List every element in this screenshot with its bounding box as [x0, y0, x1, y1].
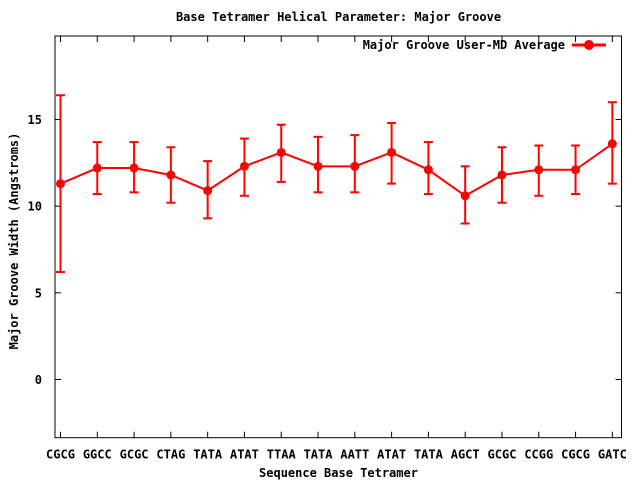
chart-title: Base Tetramer Helical Parameter: Major G… [175, 10, 502, 24]
y-tick-label: 15 [28, 113, 42, 127]
legend-point-sample [584, 40, 594, 50]
data-point [534, 165, 544, 175]
y-tick-label: 0 [35, 373, 42, 387]
data-point [497, 170, 507, 180]
data-point [166, 170, 176, 180]
x-tick-label: CCGG [524, 448, 553, 462]
x-axis-title: Sequence Base Tetramer [259, 466, 418, 480]
x-tick-label: TATA [414, 448, 444, 462]
x-tick-label: AGCT [451, 448, 480, 462]
x-tick-label: CGCG [561, 448, 590, 462]
x-tick-label: AATT [340, 448, 369, 462]
x-tick-label: GCGC [488, 448, 517, 462]
data-point [276, 147, 286, 157]
legend: Major Groove User-MD Average [363, 38, 607, 52]
data-point [350, 161, 360, 171]
x-tick-label: ATAT [377, 448, 406, 462]
legend-label: Major Groove User-MD Average [362, 38, 565, 52]
x-tick-label: GCGC [120, 448, 149, 462]
x-tick-label: TATA [304, 448, 334, 462]
data-point [571, 165, 581, 175]
data-point [607, 139, 617, 149]
data-point [56, 179, 65, 189]
y-tick-label: 5 [35, 286, 42, 300]
legend-series-marker-icon [572, 40, 606, 50]
y-tick-label: 10 [28, 200, 42, 214]
data-point [239, 161, 249, 171]
x-tick-label: TTAA [267, 448, 297, 462]
data-point [129, 163, 139, 173]
data-point [313, 161, 323, 171]
x-tick-label: GATC [598, 448, 627, 462]
data-point [423, 165, 433, 175]
x-tick-label: CTAG [156, 448, 185, 462]
x-tick-label: GGCC [83, 448, 112, 462]
x-tick-label: CGCG [46, 448, 75, 462]
data-point [460, 191, 470, 201]
series-line [60, 142, 613, 197]
x-tick-label: TATA [193, 448, 223, 462]
x-tick-label: ATAT [230, 448, 259, 462]
data-point [92, 163, 102, 173]
data-point [387, 147, 397, 157]
data-point [203, 186, 213, 196]
plot-border [54, 35, 622, 439]
